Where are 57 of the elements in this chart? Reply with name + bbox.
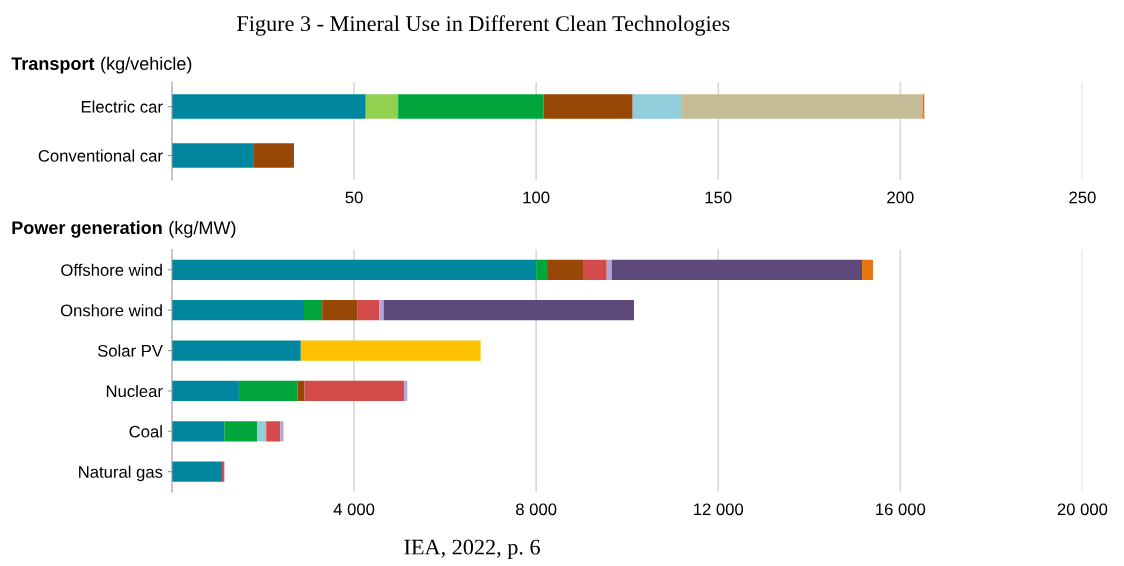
bar	[322, 300, 358, 321]
x-tick-label: 250	[1069, 191, 1096, 204]
bar	[365, 94, 399, 119]
y-tick-label: Natural gas	[79, 465, 163, 482]
bar	[632, 94, 682, 119]
bar	[383, 300, 635, 321]
x-tick-label: 8 000	[516, 503, 557, 516]
bar	[606, 259, 612, 280]
bar	[171, 421, 225, 442]
bar	[266, 421, 281, 442]
bar	[404, 380, 408, 402]
bar	[171, 461, 223, 482]
bar	[171, 259, 537, 280]
chart-subtitle: (kg/vehicle)	[101, 56, 192, 74]
bar	[862, 259, 874, 280]
bar	[280, 421, 284, 442]
bar	[681, 94, 923, 119]
chart-title: Power generation	[12, 220, 162, 238]
bar	[379, 300, 384, 321]
bar	[224, 421, 258, 442]
y-tick-label: Conventional car	[38, 149, 163, 162]
bar	[583, 259, 607, 280]
bar	[398, 94, 544, 119]
x-tick-label: 16 000	[876, 503, 926, 516]
y-tick-label: Nuclear	[106, 384, 163, 398]
bar	[171, 143, 254, 168]
x-tick-label: 50	[345, 191, 363, 204]
x-tick-label: 4 000	[333, 503, 375, 516]
bar	[611, 259, 863, 280]
bar	[171, 340, 301, 361]
x-tick-label: 100	[523, 191, 550, 204]
text: IEA, 2022, p. 6	[404, 539, 540, 560]
bar	[171, 380, 239, 402]
bar	[543, 94, 633, 119]
x-tick-label: 12 000	[694, 503, 744, 516]
x-tick-label: 20 000	[1057, 503, 1108, 516]
x-tick-label: 150	[705, 191, 732, 204]
bar	[547, 259, 584, 280]
caption: Figure 3 - Mineral Use in Different Clean Technologies	[237, 15, 730, 36]
bar	[257, 421, 267, 442]
x-tick-label: 200	[887, 191, 914, 204]
chart-subtitle: (kg/MW)	[169, 220, 236, 238]
y-tick-label: Offshore wind	[61, 263, 162, 276]
bar	[300, 340, 481, 361]
y-tick-label: Solar PV	[97, 344, 163, 357]
bar	[536, 259, 548, 280]
bar	[357, 300, 380, 321]
bar	[304, 380, 405, 402]
bar	[171, 300, 304, 321]
bar	[171, 94, 366, 119]
y-tick-label: Onshore wind	[60, 304, 162, 317]
bar	[253, 143, 294, 168]
y-tick-label: Coal	[129, 425, 162, 438]
bar	[238, 380, 298, 402]
bar	[303, 300, 323, 321]
chart-title: Transport	[11, 57, 95, 74]
y-tick-label: Electric car	[81, 100, 163, 113]
